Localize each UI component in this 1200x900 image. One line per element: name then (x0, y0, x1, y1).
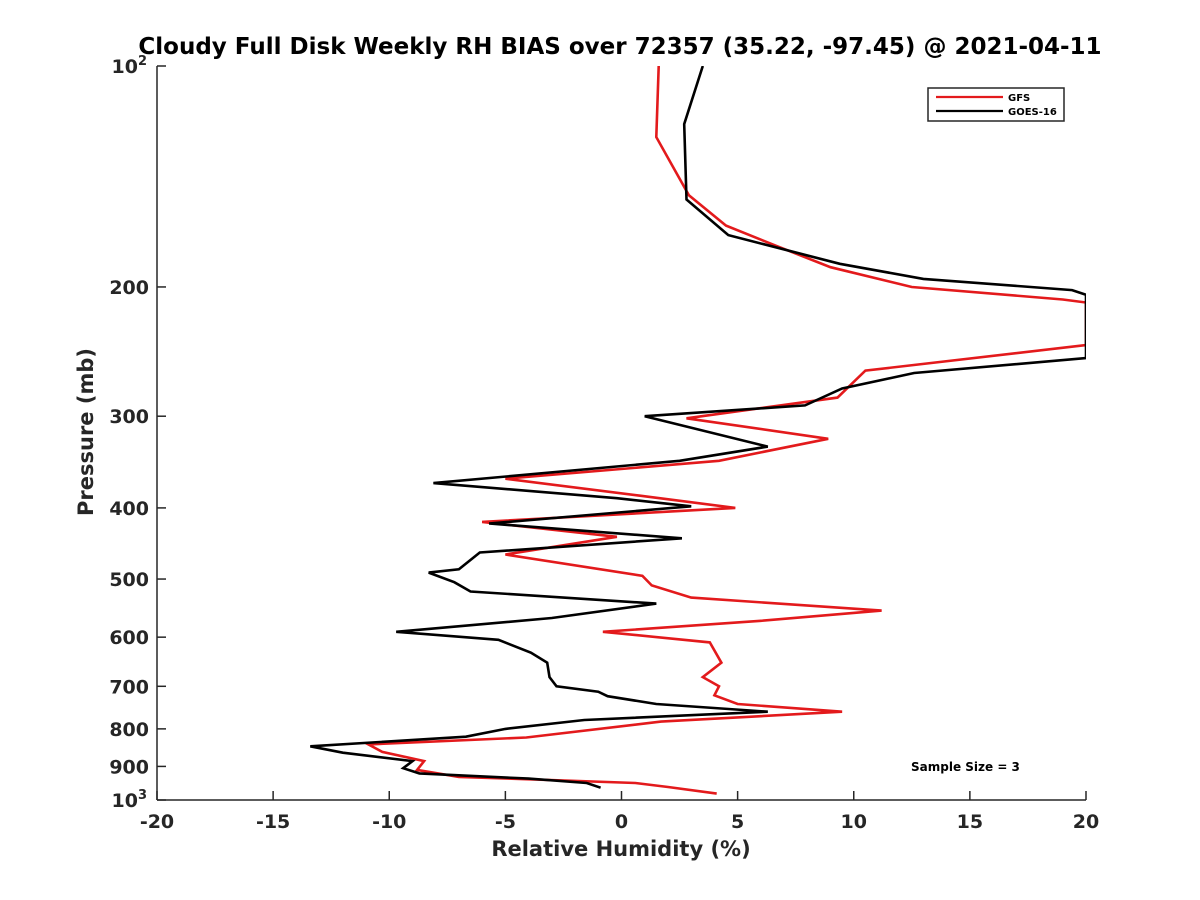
y-tick-label: 800 (109, 719, 149, 741)
y-tick-label-exponent: 3 (138, 788, 147, 803)
x-tick-label: -10 (372, 811, 406, 833)
x-tick-label: -5 (495, 811, 516, 833)
x-tick-label: 20 (1073, 811, 1099, 833)
x-tick-label: 10 (841, 811, 867, 833)
y-tick-label-exponent: 2 (138, 54, 147, 69)
x-tick-label: 15 (957, 811, 983, 833)
y-tick-label: 102 (112, 54, 148, 78)
series-layer (310, 66, 1086, 795)
y-tick-label: 300 (109, 406, 149, 428)
legend: GFS GOES-16 (927, 87, 1065, 122)
legend-label-goes16: GOES-16 (1008, 107, 1057, 118)
x-tick-label: 5 (731, 811, 744, 833)
y-tick-label: 900 (109, 756, 149, 778)
x-axis-label: Relative Humidity (%) (491, 837, 750, 861)
plot-area (156, 66, 1086, 801)
y-tick-label-base: 500 (109, 569, 149, 591)
legend-label-gfs: GFS (1008, 93, 1030, 104)
y-tick-label-base: 700 (109, 676, 149, 698)
y-tick-label: 103 (112, 788, 148, 812)
y-tick-label-base: 400 (109, 498, 149, 520)
sample-size-annotation: Sample Size = 3 (911, 760, 1020, 774)
y-tick-label-base: 300 (109, 406, 149, 428)
legend-box (927, 87, 1065, 122)
y-tick-label: 700 (109, 676, 149, 698)
y-tick-label-base: 600 (109, 627, 149, 649)
y-tick-label-base: 10 (112, 790, 138, 812)
x-tick-label: -20 (140, 811, 174, 833)
chart-title: Cloudy Full Disk Weekly RH BIAS over 723… (138, 34, 1101, 60)
y-tick-label-base: 900 (109, 756, 149, 778)
y-tick-label: 400 (109, 498, 149, 520)
x-tick-label: 0 (615, 811, 628, 833)
y-tick-label: 500 (109, 569, 149, 591)
y-tick-label-base: 800 (109, 719, 149, 741)
series-line-goes-16 (310, 66, 1086, 789)
y-tick-label: 600 (109, 627, 149, 649)
y-tick-label: 200 (109, 277, 149, 299)
y-axis-label: Pressure (mb) (74, 348, 98, 516)
x-axis-ticks: -20 -15 -10 -5 0 5 10 15 20 (140, 791, 1099, 833)
series-line-gfs (363, 66, 1086, 795)
y-tick-label-base: 200 (109, 277, 149, 299)
x-tick-label: -15 (256, 811, 290, 833)
y-tick-label-base: 10 (112, 56, 138, 78)
plot-background (157, 66, 1086, 800)
